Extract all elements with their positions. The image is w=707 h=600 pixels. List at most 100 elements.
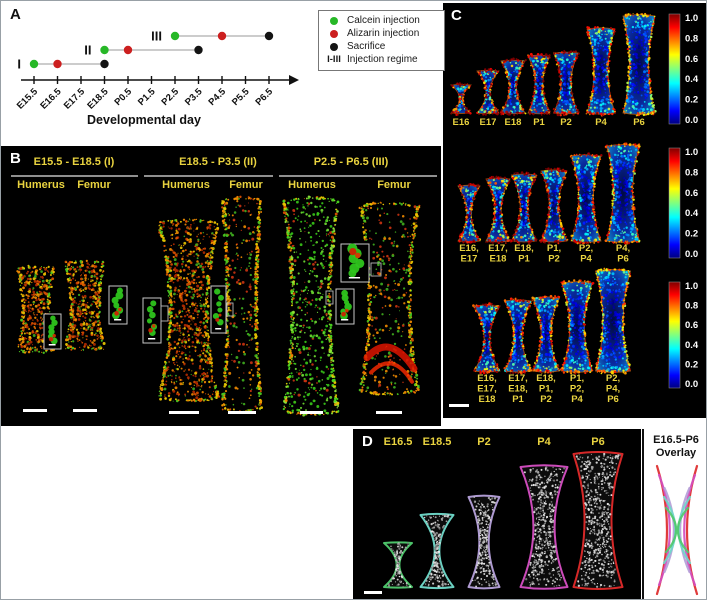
legend-dot-icon [330,43,338,51]
bone-image [282,195,340,417]
colorbar-tick-label: 0.0 [685,379,698,390]
colorbar-tick-label: 0.2 [685,359,698,370]
specimen-label: P1, [547,243,561,254]
specimen-label: P1, [539,384,553,395]
colorbar-tick-label: 0.8 [685,33,698,44]
sacrifice-dot [100,59,109,69]
scale-bar [228,411,256,414]
specimen-label: E16.5 [384,436,413,448]
colorbar-tick-label: 0.2 [685,95,698,106]
axis-tick-label: E16.5 [38,86,64,112]
scale-bar [364,591,382,594]
specimen-label: P4 [580,254,592,265]
alizarin-dot [53,59,62,69]
heatmap-bone [499,57,527,117]
scale-bar [23,409,47,412]
colorbar-tick-label: 1.0 [685,281,698,292]
colorbar [668,13,681,125]
overlay-outline [664,506,678,554]
column-label: Femur [77,179,111,191]
heatmap-bone [539,167,569,245]
heatmap-bone [604,142,641,245]
colorbar-tick-label: 0.0 [685,115,698,126]
group-title: E18.5 - P3.5 (II) [179,156,257,168]
axis-arrowhead-icon [289,75,299,85]
axis-tick-label: E17.5 [62,86,88,112]
group-underline [144,175,273,177]
microct-bone [519,464,569,590]
scale-bar [449,404,469,407]
specimen-label: E18 [479,394,496,405]
colorbar-tick-label: 0.4 [685,74,699,85]
scale-bar [376,411,402,414]
sample-region-box [370,262,382,277]
microct-bone [467,494,501,590]
group-underline [279,175,437,177]
overlay-canvas [655,464,699,596]
heatmap-bone [485,175,512,245]
inset-box [210,285,227,334]
heatmap-bone [449,82,473,116]
legend-item-label: Alizarin injection [347,28,420,39]
specimen-label: E16 [453,117,470,128]
specimen-label: E18, [514,243,534,254]
regime-label: II [84,43,91,58]
specimen-label: E18 [505,117,522,128]
legend: Calcein injection Alizarin injection Sacri… [318,10,445,71]
inset-box [108,285,128,325]
panel-d-label: D [362,433,373,450]
calcein-dot [100,45,109,55]
legend-dot-icon [330,30,338,38]
specimen-label: P2, [579,243,593,254]
sample-region-box [226,302,234,317]
panel-c-label: C [451,7,462,24]
specimen-label: E16, [477,373,497,384]
legend-item-label: Injection regime [347,54,418,65]
panel-b-label: B [10,150,21,167]
axis-tick-label: P6.5 [254,86,276,108]
colorbar [668,147,681,259]
microct-bone [419,512,455,590]
sacrifice-dot [194,45,203,55]
heatmap-bone [585,26,617,117]
scale-bar [169,411,199,414]
axis-tick-label: P4.5 [207,86,229,108]
specimen-label: E17, [488,243,508,254]
calcein-dot [29,59,39,69]
specimen-label: P2, [606,373,620,384]
colorbar-tick-label: 0.4 [685,340,699,351]
overlay-outline [679,486,691,574]
specimen-label: P2 [477,436,490,448]
inset-box [43,313,62,350]
legend-item: I-III Injection regime [321,54,439,66]
heatmap-bone [531,294,561,374]
heatmap-bone [527,52,551,116]
inset-box [340,243,370,283]
colorbar [668,281,681,389]
heatmap-bone [472,302,501,375]
column-label: Humerus [17,179,65,191]
axis-tick-label: E18.5 [85,86,111,112]
axis-tick-label: P1.5 [136,86,158,108]
legend-symbol: I-III [327,54,341,65]
panel-d-microct: D E16.5 E18.5 P2 P4 P6 [353,429,641,599]
heatmap-bone [503,297,534,375]
axis-tick-label: P2.5 [160,86,182,108]
specimen-label: E17 [480,117,497,128]
specimen-label: E18.5 [423,436,452,448]
column-label: Humerus [162,179,210,191]
legend-item-label: Sacrifice [347,41,386,52]
calcein-dot [170,31,180,41]
heatmap-bone [552,49,580,117]
axis-tick-label: E15.5 [15,86,41,112]
specimen-label: P4, [616,243,630,254]
specimen-label: E18 [490,254,507,265]
specimen-label: P2 [540,394,552,405]
sample-region-box [325,290,334,305]
heatmap-bone [457,183,482,244]
heatmap-bone [509,171,538,245]
bone-image [221,195,263,414]
column-label: Humerus [288,179,336,191]
legend-item-label: Calcein injection [347,15,420,26]
